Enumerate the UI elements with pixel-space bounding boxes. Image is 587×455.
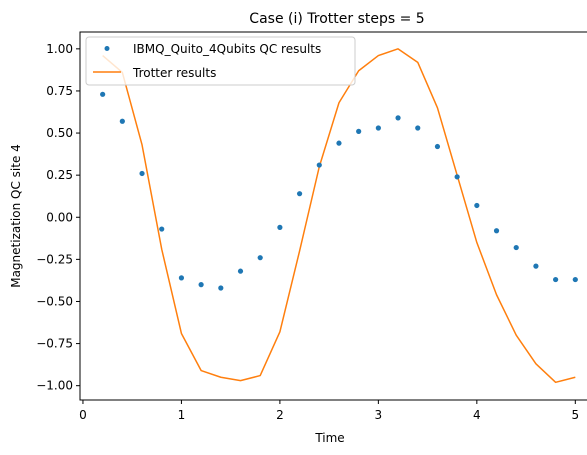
y-tick-label: −0.75 xyxy=(36,337,73,351)
y-axis-label: Magnetization QC site 4 xyxy=(9,144,23,288)
trotter-results-series xyxy=(102,48,576,384)
qc-result-point xyxy=(218,285,224,291)
x-tick-label: 4 xyxy=(473,408,481,422)
qc-result-point xyxy=(493,228,500,234)
x-axis-label: Time xyxy=(314,431,344,445)
y-tick-label: −1.00 xyxy=(36,379,73,393)
y-axis-ticks: 1.00 0.75 0.50 0.25 0.00 −0.25 −0.50 −0.75 −1.00 xyxy=(36,42,80,393)
qc-result-point xyxy=(513,244,519,251)
legend-marker-qc xyxy=(104,46,110,51)
x-tick-label: 3 xyxy=(375,408,383,422)
legend-box xyxy=(85,36,356,86)
qc-result-point xyxy=(277,224,283,230)
trotter-results-line xyxy=(102,48,576,384)
qc-result-point xyxy=(553,276,559,283)
y-tick-label: −0.50 xyxy=(36,294,73,308)
qc-result-point xyxy=(139,170,145,177)
y-tick-label: 1.00 xyxy=(46,42,73,56)
qc-result-point xyxy=(375,125,381,131)
qc-result-point xyxy=(415,125,421,131)
qc-result-point xyxy=(100,91,106,97)
qc-result-point xyxy=(474,202,480,209)
qc-result-point xyxy=(237,268,244,274)
qc-result-point xyxy=(178,275,185,281)
chart-title: Case (i) Trotter steps = 5 xyxy=(249,11,424,27)
qc-result-point xyxy=(198,282,204,288)
qc-result-point xyxy=(296,191,303,197)
legend-label-trotter: Trotter results xyxy=(132,66,216,80)
y-tick-label: 0.25 xyxy=(46,168,73,182)
x-tick-label: 0 xyxy=(79,408,87,422)
plot-frame xyxy=(79,31,587,401)
legend: IBMQ_Quito_4Qubits QC results Trotter re… xyxy=(85,36,356,86)
qc-results-series xyxy=(100,91,578,291)
qc-result-point xyxy=(119,118,125,124)
qc-result-point xyxy=(159,226,165,232)
qc-result-point xyxy=(454,174,460,180)
qc-result-point xyxy=(316,162,322,168)
qc-result-point xyxy=(356,128,362,134)
qc-result-point xyxy=(336,140,342,146)
y-tick-label: 0.00 xyxy=(46,210,73,224)
y-tick-label: 0.75 xyxy=(46,84,73,98)
qc-result-point xyxy=(533,263,539,269)
qc-result-point xyxy=(572,276,578,283)
y-tick-label: 0.50 xyxy=(46,126,73,140)
x-tick-label: 1 xyxy=(178,408,186,422)
qc-result-point xyxy=(434,143,441,150)
qc-result-point xyxy=(395,115,401,121)
legend-label-qc: IBMQ_Quito_4Qubits QC results xyxy=(133,42,321,56)
qc-result-point xyxy=(257,255,263,261)
x-axis-ticks: 0 1 2 3 4 5 xyxy=(79,400,579,422)
x-tick-label: 5 xyxy=(571,408,579,422)
plot-area xyxy=(79,31,587,401)
y-tick-label: −0.25 xyxy=(36,252,73,266)
x-tick-label: 2 xyxy=(276,408,284,422)
